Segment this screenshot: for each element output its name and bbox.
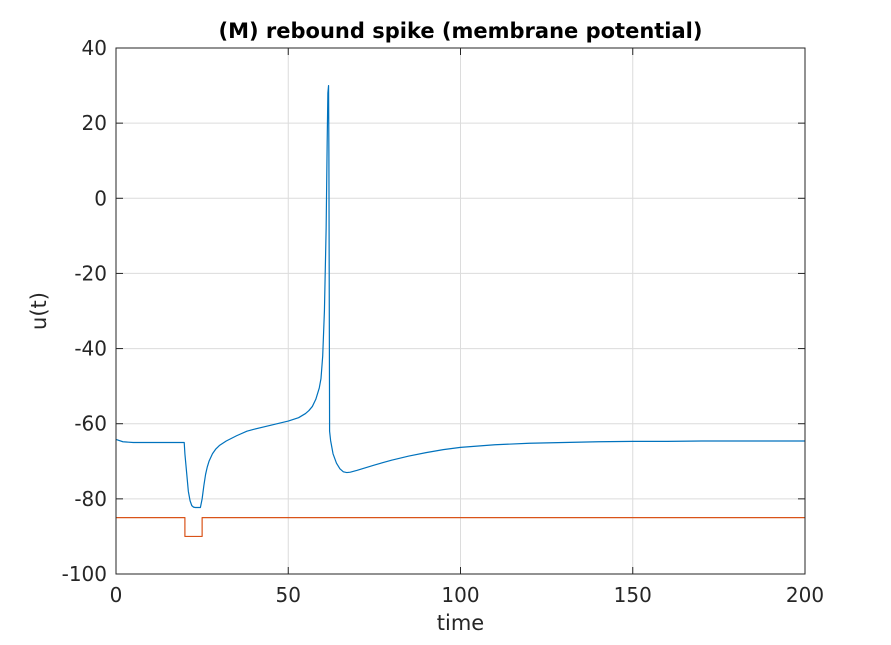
series-2-line [116, 517, 805, 538]
x-tick-label: 100 [441, 583, 479, 607]
y-tick-label: 20 [82, 111, 107, 135]
y-tick-label: -20 [74, 261, 107, 285]
series-1-line [115, 84, 805, 509]
y-tick-label: -40 [74, 337, 107, 361]
y-tick-label: 40 [82, 36, 107, 60]
y-axis-label: u(t) [27, 292, 51, 330]
x-tick-label: 200 [786, 583, 824, 607]
grid [116, 48, 805, 574]
tick-labels: 0 50 100 150 200 -100 -80 -60 -40 -20 0 20 40 [62, 36, 824, 607]
series-layer [115, 84, 805, 538]
y-tick-label: -80 [74, 487, 107, 511]
chart-title: (M) rebound spike (membrane potential) [219, 19, 703, 43]
y-tick-label: -100 [62, 562, 107, 586]
y-tick-label: -60 [74, 412, 107, 436]
y-tick-label: 0 [94, 186, 107, 210]
x-axis-label: time [437, 611, 484, 635]
x-tick-label: 50 [276, 583, 301, 607]
ticks [115, 47, 806, 575]
x-tick-label: 150 [614, 583, 652, 607]
x-tick-label: 0 [110, 583, 123, 607]
